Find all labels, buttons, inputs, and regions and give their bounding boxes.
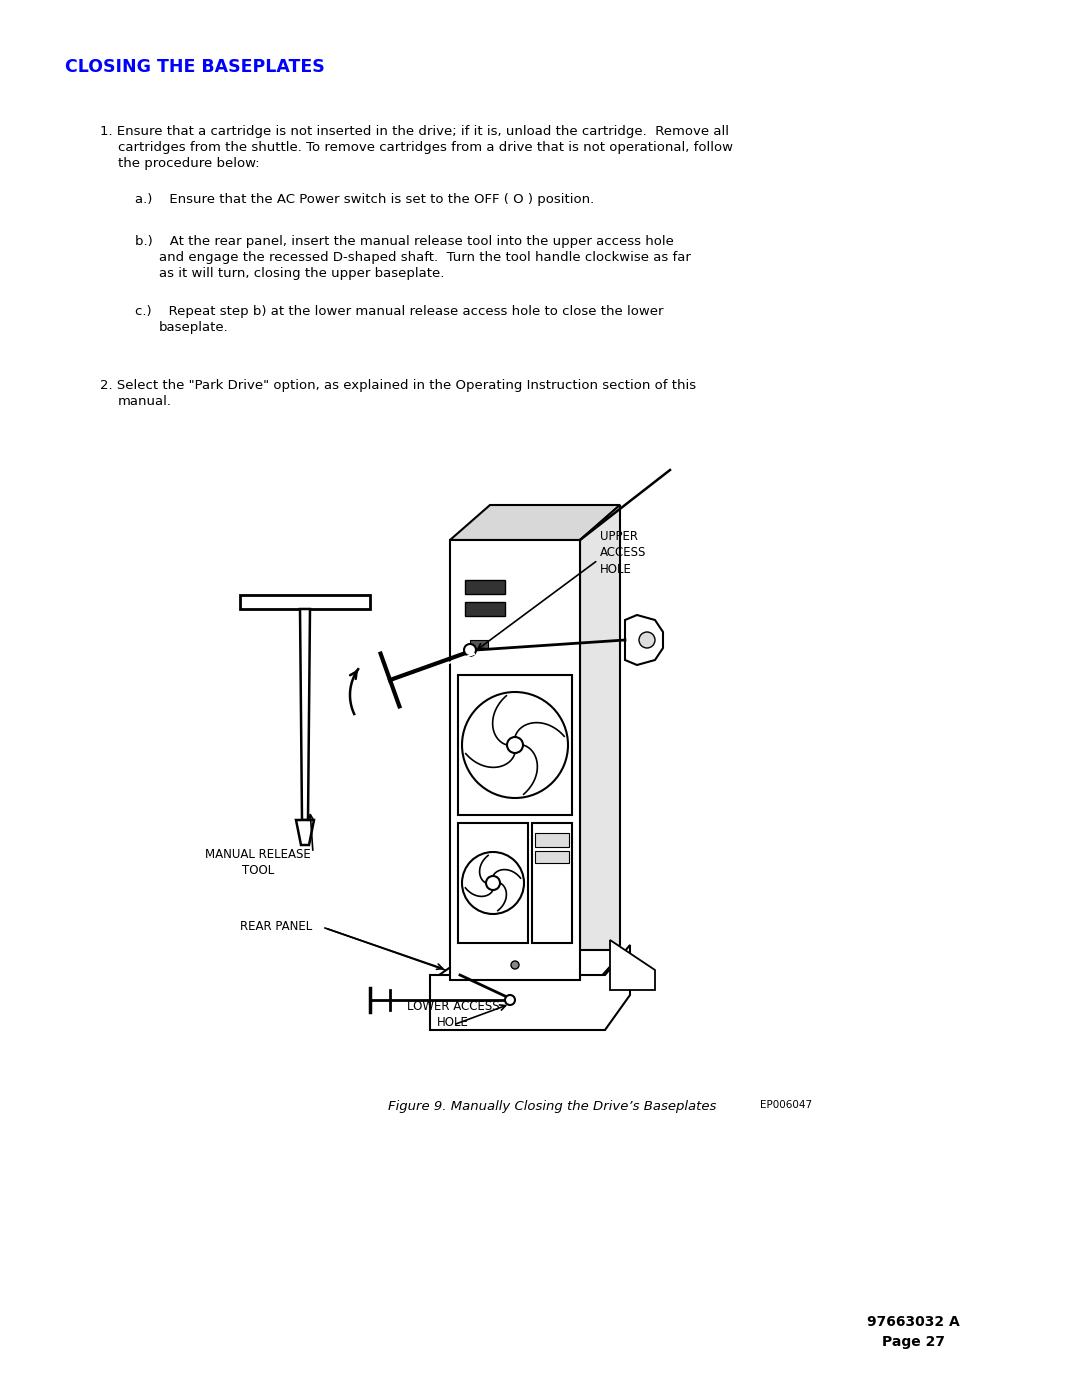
Text: 97663032 A: 97663032 A [866, 1315, 959, 1329]
Text: MANUAL RELEASE
TOOL: MANUAL RELEASE TOOL [205, 848, 311, 877]
Bar [532, 823, 572, 943]
Text: REAR PANEL: REAR PANEL [240, 921, 312, 933]
Polygon shape [450, 504, 620, 541]
Text: Figure 9. Manually Closing the Drive’s Baseplates: Figure 9. Manually Closing the Drive’s B… [388, 1099, 716, 1113]
Circle shape [507, 738, 523, 753]
Polygon shape [625, 615, 663, 665]
Text: as it will turn, closing the upper baseplate.: as it will turn, closing the upper basep… [159, 267, 444, 279]
Circle shape [464, 644, 476, 657]
Bar [458, 823, 528, 943]
Text: LOWER ACCESS
HOLE: LOWER ACCESS HOLE [407, 1000, 499, 1030]
Polygon shape [610, 940, 654, 990]
Bar [450, 541, 580, 981]
Circle shape [639, 631, 654, 648]
Bar [465, 580, 505, 594]
Polygon shape [300, 609, 310, 820]
Circle shape [462, 692, 568, 798]
Bar [535, 833, 569, 847]
Text: the procedure below:: the procedure below: [118, 156, 259, 170]
Polygon shape [432, 950, 625, 981]
Circle shape [486, 876, 500, 890]
Bar [535, 851, 569, 863]
Polygon shape [296, 820, 314, 845]
Text: CLOSING THE BASEPLATES: CLOSING THE BASEPLATES [65, 59, 325, 75]
Text: manual.: manual. [118, 395, 172, 408]
Bar [458, 675, 572, 814]
Circle shape [462, 852, 524, 914]
Text: b.)    At the rear panel, insert the manual release tool into the upper access h: b.) At the rear panel, insert the manual… [135, 235, 674, 249]
Text: UPPER
ACCESS
HOLE: UPPER ACCESS HOLE [600, 529, 646, 576]
Text: a.)    Ensure that the AC Power switch is set to the OFF ( O ) position.: a.) Ensure that the AC Power switch is s… [135, 193, 594, 205]
Polygon shape [430, 944, 630, 1030]
Polygon shape [580, 504, 620, 981]
Text: cartridges from the shuttle. To remove cartridges from a drive that is not opera: cartridges from the shuttle. To remove c… [118, 141, 733, 154]
Text: 2. Select the "Park Drive" option, as explained in the Operating Instruction sec: 2. Select the "Park Drive" option, as ex… [100, 379, 697, 393]
Bar [465, 602, 505, 616]
Circle shape [505, 995, 515, 1004]
Text: and engage the recessed D-shaped shaft.  Turn the tool handle clockwise as far: and engage the recessed D-shaped shaft. … [159, 251, 691, 264]
Bar [240, 595, 370, 609]
Circle shape [511, 961, 519, 970]
Text: c.)    Repeat step b) at the lower manual release access hole to close the lower: c.) Repeat step b) at the lower manual r… [135, 305, 663, 319]
Text: 1. Ensure that a cartridge is not inserted in the drive; if it is, unload the ca: 1. Ensure that a cartridge is not insert… [100, 124, 729, 138]
Text: Page 27: Page 27 [881, 1336, 945, 1350]
Text: baseplate.: baseplate. [159, 321, 229, 334]
Text: EP006047: EP006047 [760, 1099, 812, 1111]
Bar [470, 640, 488, 648]
